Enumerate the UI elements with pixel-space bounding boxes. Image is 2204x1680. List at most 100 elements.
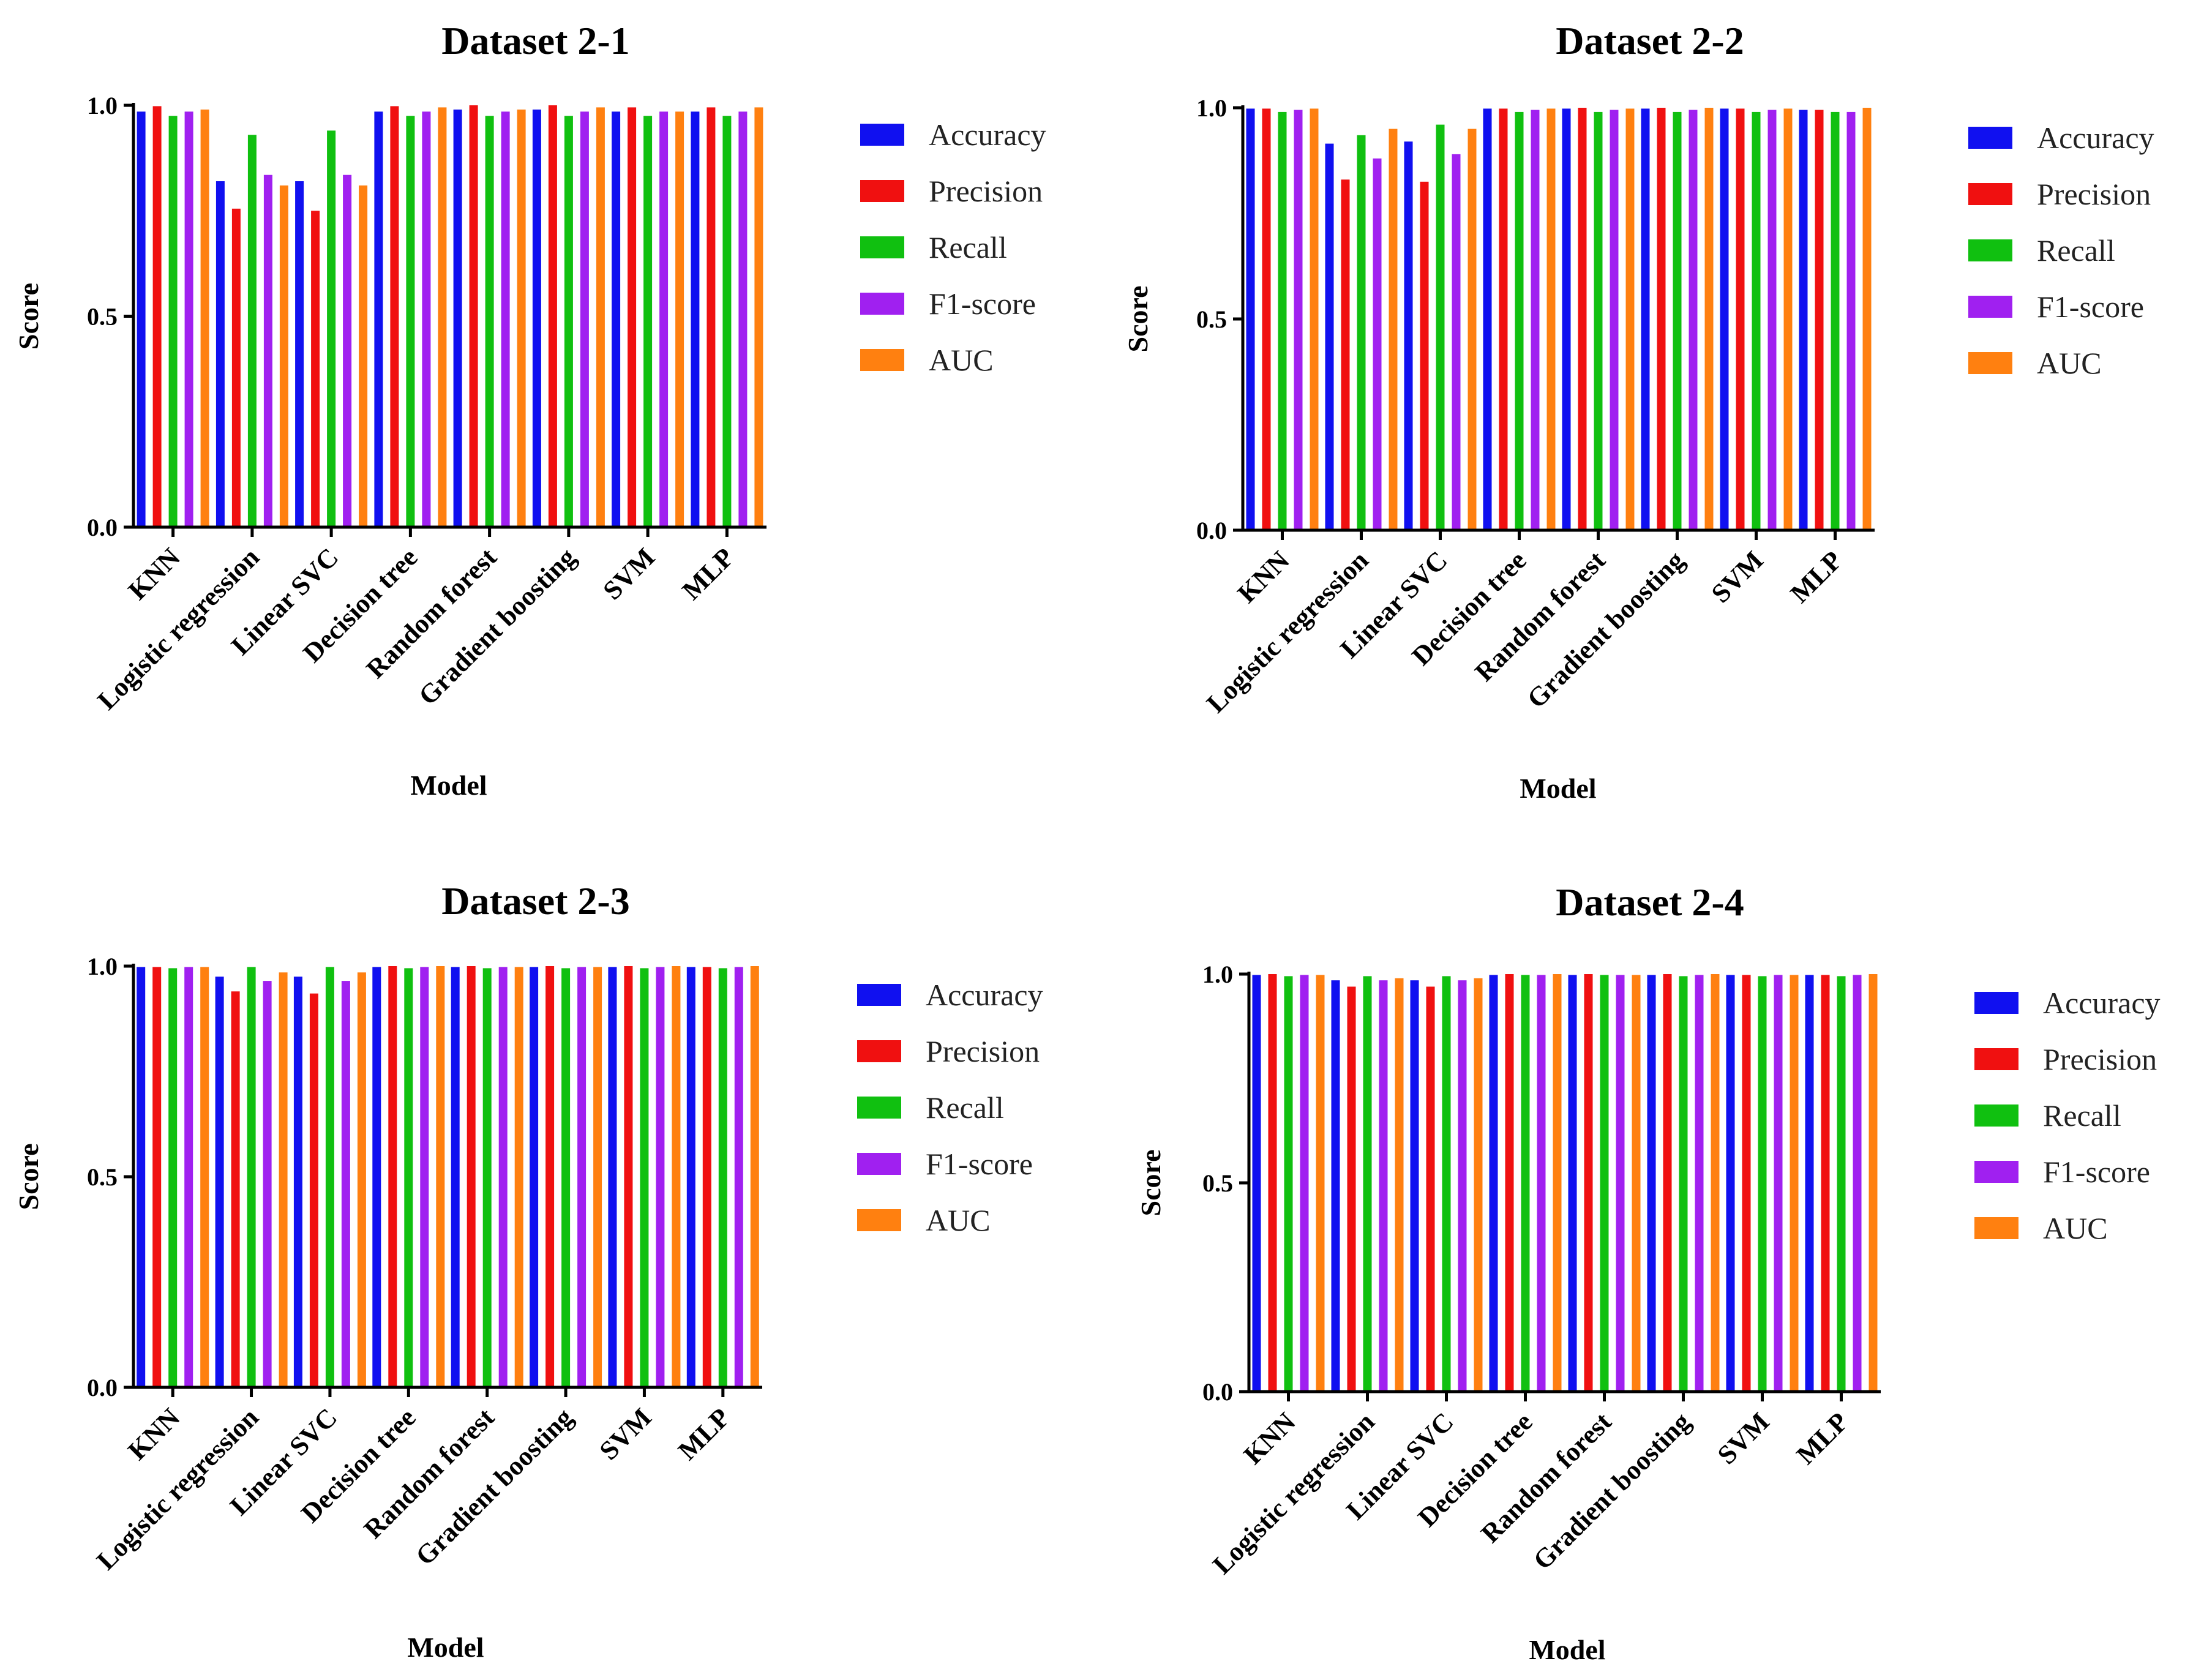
bar-auc-gradient-boosting [1711,974,1720,1392]
bar-recall-svm [640,968,649,1387]
y-tick-label: 0.5 [1196,306,1227,333]
bar-precision-random-forest [1584,974,1593,1392]
legend-label: Accuracy [929,118,1046,152]
y-axis-label: Score [1135,1149,1166,1216]
bar-recall-linear-svc [1436,124,1445,531]
x-tick-label: KNN [1232,545,1295,609]
bar-accuracy-linear-svc [293,977,302,1387]
x-tick-label: KNN [1238,1406,1302,1470]
bar-precision-logistic-regression [231,991,240,1387]
chart-title: Dataset 2-2 [1556,19,1744,62]
legend-swatch [1974,1104,2018,1127]
legend-swatch [860,236,904,258]
bar-recall-logistic-regression [247,967,256,1387]
bar-auc-random-forest [514,967,523,1387]
legend-swatch [857,1209,901,1231]
bar-precision-knn [152,967,162,1387]
bar-accuracy-decision-tree [372,967,381,1387]
y-tick-label: 0.0 [1196,517,1227,544]
bar-accuracy-svm [1726,975,1735,1392]
bar-auc-random-forest [517,109,526,527]
bar-recall-gradient-boosting [564,116,573,527]
y-tick-label: 1.0 [1202,961,1233,988]
bar-precision-svm [1736,108,1745,530]
bar-precision-knn [1268,974,1277,1392]
y-axis-label: Score [13,283,44,350]
bar-accuracy-mlp [1805,975,1814,1392]
y-tick-label: 1.0 [87,92,118,119]
bar-precision-random-forest [469,105,478,527]
bar-auc-linear-svc [1467,129,1477,530]
bar-f1-score-decision-tree [420,967,429,1387]
bar-auc-gradient-boosting [1704,108,1714,530]
bar-auc-knn [1310,108,1319,530]
bar-precision-svm [628,107,637,527]
legend-label: Accuracy [2043,986,2161,1020]
chart-title: Dataset 2-3 [441,879,629,923]
legend-swatch [1974,992,2018,1014]
x-tick-label: MLP [677,542,740,606]
bar-precision-decision-tree [388,966,397,1387]
y-tick-label: 0.0 [1202,1378,1233,1406]
bar-accuracy-mlp [1799,110,1808,530]
chart-title: Dataset 2-1 [441,19,629,62]
legend-label: Recall [926,1090,1004,1125]
bar-accuracy-mlp [691,111,700,528]
bar-recall-random-forest [485,116,494,527]
y-tick-label: 0.5 [1202,1169,1233,1197]
legend-label: Precision [2043,1042,2157,1076]
bar-precision-svm [624,966,633,1387]
bar-accuracy-knn [137,111,146,528]
bar-f1-score-random-forest [501,111,510,528]
bar-auc-svm [675,111,684,528]
bar-f1-score-logistic-regression [1379,980,1388,1392]
bar-accuracy-decision-tree [1489,975,1498,1392]
bar-f1-score-svm [659,111,669,528]
bar-auc-linear-svc [1474,978,1483,1392]
bar-accuracy-gradient-boosting [1647,975,1656,1392]
bar-precision-mlp [1821,975,1830,1392]
bar-f1-score-decision-tree [1537,975,1546,1392]
legend-swatch [1968,183,2012,205]
bar-recall-decision-tree [406,116,415,527]
bar-f1-score-knn [184,967,193,1387]
bar-recall-gradient-boosting [1679,976,1688,1392]
legend-swatch [857,1153,901,1175]
bar-precision-mlp [1815,110,1824,530]
legend-label: Recall [2043,1098,2121,1133]
x-tick-label: SVM [597,542,661,606]
bar-accuracy-knn [1246,108,1255,530]
bar-precision-gradient-boosting [1663,974,1672,1392]
bar-accuracy-logistic-regression [1331,980,1340,1392]
bar-f1-score-random-forest [1610,110,1619,530]
bar-precision-gradient-boosting [545,966,555,1387]
bar-accuracy-linear-svc [1410,980,1419,1392]
bar-auc-svm [1790,975,1799,1392]
bar-accuracy-linear-svc [295,181,304,527]
bar-recall-decision-tree [1515,111,1524,530]
bar-auc-random-forest [1632,975,1641,1392]
bar-accuracy-svm [608,967,617,1387]
bar-f1-score-knn [1294,110,1303,530]
bar-auc-knn [200,109,209,527]
x-tick-label: MLP [1791,1406,1854,1470]
bar-accuracy-random-forest [1562,108,1571,530]
legend-label: F1-score [2037,290,2144,324]
y-tick-label: 1.0 [87,953,118,980]
legend-label: F1-score [2043,1155,2150,1189]
y-axis-label: Score [1122,285,1153,352]
bar-f1-score-gradient-boosting [577,967,587,1387]
bar-auc-mlp [754,107,763,527]
x-tick-label: SVM [1706,545,1769,609]
bar-precision-logistic-regression [1341,179,1350,530]
legend-label: Recall [929,230,1007,264]
bar-precision-knn [152,106,162,527]
bar-f1-score-mlp [738,111,748,528]
bar-precision-knn [1262,108,1271,530]
bar-f1-score-decision-tree [1531,110,1540,530]
bar-precision-linear-svc [311,211,320,528]
bar-f1-score-knn [184,111,193,528]
bar-recall-svm [1752,111,1761,530]
chart-title: Dataset 2-4 [1556,880,1744,924]
